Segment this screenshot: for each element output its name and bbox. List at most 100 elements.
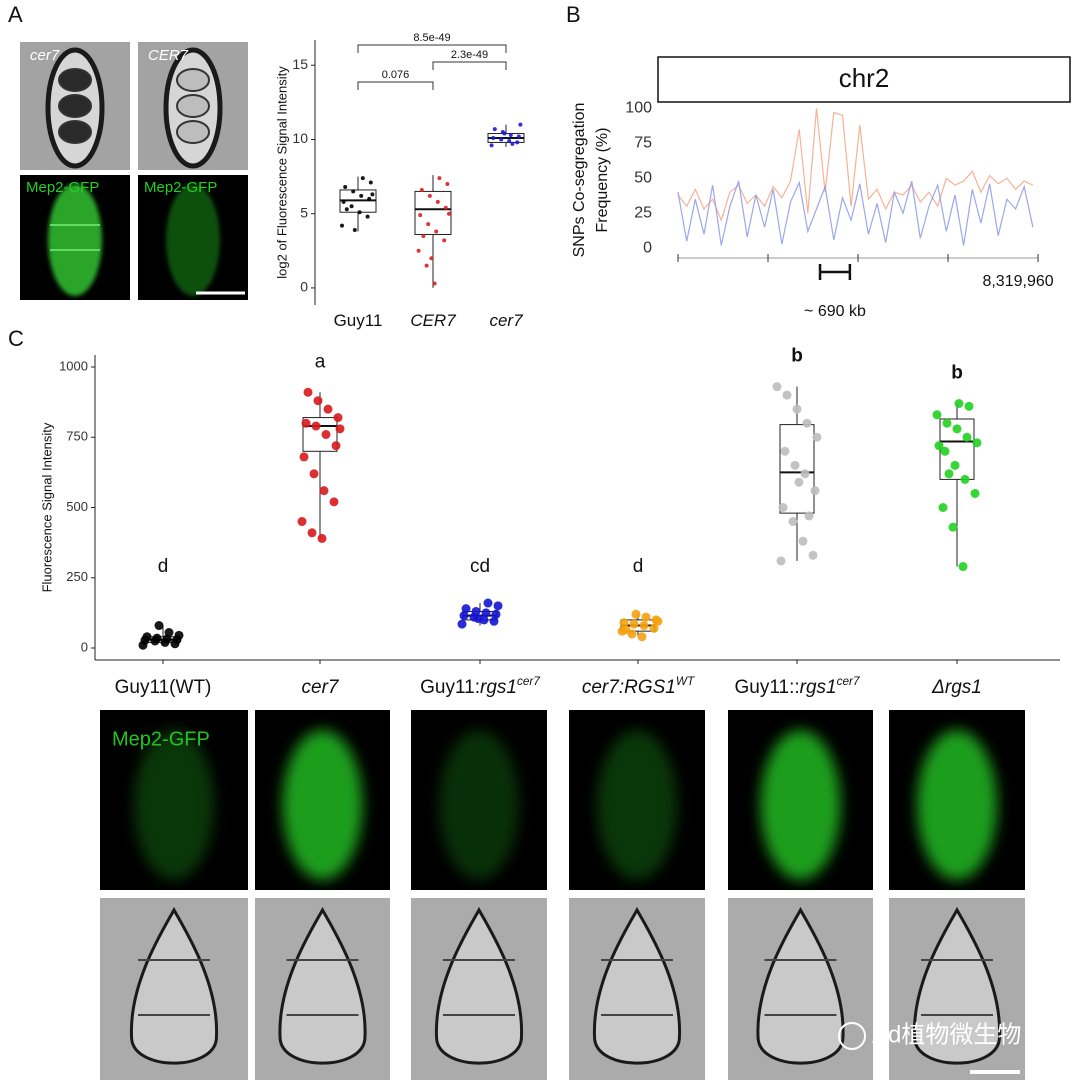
data-point: [432, 281, 437, 286]
data-point: [473, 613, 483, 623]
x-tick-label: CER7: [410, 311, 456, 330]
y-tick-label: 1000: [59, 358, 88, 373]
data-point: [365, 214, 370, 219]
data-point: [621, 625, 631, 635]
label-part: rgs1: [800, 677, 837, 698]
x-tick-label: 8,319,960: [982, 273, 1053, 290]
scale-bar-label: ~ 690 kb: [804, 303, 866, 320]
data-point: [352, 228, 357, 233]
x-tick-label: Guy11(WT): [115, 677, 212, 698]
spore-cell: [58, 94, 92, 118]
data-point: [510, 141, 515, 146]
data-point: [357, 210, 362, 215]
data-point: [788, 517, 798, 527]
data-point: [491, 135, 496, 140]
label-part: Δrgs1: [931, 677, 982, 698]
gfp-signal: [282, 730, 363, 880]
image-label: Mep2-GFP: [26, 179, 99, 196]
y-tick-label: 750: [66, 429, 88, 444]
data-point: [960, 474, 970, 484]
comparison-label: 8.5e-49: [413, 32, 450, 44]
data-point: [964, 401, 974, 411]
x-tick-label: cer7:RGS1WT: [582, 675, 695, 698]
comparison-label: 2.3e-49: [451, 49, 488, 61]
data-point: [782, 390, 792, 400]
y-tick-label: 250: [66, 569, 88, 584]
data-point: [778, 503, 788, 512]
gfp-signal: [917, 730, 997, 880]
x-tick-label: Δrgs1: [931, 677, 982, 698]
watermark: Ad植物微生物: [872, 1021, 1021, 1048]
data-point: [419, 187, 424, 192]
data-point: [323, 404, 333, 414]
data-point: [483, 598, 493, 608]
image-label: Mep2-GFP: [144, 179, 217, 196]
label-part: cer7: [302, 677, 340, 698]
data-point: [154, 621, 164, 631]
spore-cell: [176, 68, 210, 92]
label-part: cer7:RGS1: [582, 677, 676, 698]
y-tick-label: 500: [66, 499, 88, 514]
data-point: [780, 446, 790, 456]
data-point: [508, 133, 513, 138]
data-point: [360, 176, 365, 181]
data-point: [790, 460, 800, 470]
strip-title: chr2: [839, 63, 890, 93]
data-point: [932, 410, 942, 420]
data-point: [426, 222, 431, 227]
label-part: rgs1: [480, 677, 517, 698]
y-tick-label: 0: [300, 279, 308, 295]
data-point: [810, 486, 820, 496]
data-point: [800, 469, 810, 479]
data-point: [351, 189, 356, 194]
data-point: [164, 628, 174, 638]
gfp-signal: [760, 730, 841, 880]
data-point: [442, 238, 447, 243]
data-point: [427, 193, 432, 198]
data-point: [370, 192, 375, 197]
data-point: [321, 429, 331, 439]
data-point: [471, 606, 481, 616]
significance-letter: cd: [470, 556, 490, 577]
data-point: [954, 399, 964, 409]
gfp-signal: [439, 730, 519, 880]
y-axis-label: Fluorescence Signal Intensity: [39, 422, 54, 592]
watermark-icon: [838, 1022, 866, 1050]
significance-letter: b: [791, 346, 803, 367]
comparison-bracket: [432, 61, 507, 70]
data-point: [794, 477, 804, 487]
label-part: WT: [676, 675, 695, 688]
data-point: [940, 446, 950, 456]
data-point: [445, 182, 450, 187]
image-label: Mep2-GFP: [112, 728, 210, 750]
data-point: [516, 134, 521, 139]
data-point: [481, 608, 491, 618]
data-point: [492, 127, 497, 132]
label-part: cer7: [517, 675, 540, 688]
data-point: [435, 199, 440, 204]
data-point: [303, 387, 313, 397]
data-point: [335, 424, 345, 434]
y-tick-label: 0: [81, 639, 88, 654]
y-axis-label: Frequency (%): [594, 128, 611, 233]
data-point: [174, 630, 184, 640]
data-point: [639, 621, 649, 631]
label-part: Guy11(WT): [115, 677, 212, 698]
data-point: [798, 536, 808, 546]
data-point: [619, 618, 629, 628]
y-tick-label: 100: [625, 100, 652, 117]
data-point: [313, 396, 323, 406]
data-point: [515, 140, 520, 145]
data-point: [491, 609, 501, 619]
significance-letter: d: [158, 556, 169, 577]
image-label: CER7: [148, 47, 189, 64]
y-tick-label: 0: [643, 239, 652, 256]
data-point: [629, 619, 639, 629]
data-point: [934, 441, 944, 451]
data-point: [489, 616, 499, 626]
spore: [435, 906, 523, 1065]
data-point: [641, 612, 651, 622]
data-point: [631, 609, 641, 619]
y-tick-label: 25: [634, 204, 652, 221]
